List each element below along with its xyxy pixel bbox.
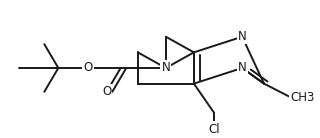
Text: O: O [102,85,111,98]
Text: N: N [238,30,246,43]
Text: Cl: Cl [208,123,220,136]
Text: N: N [238,62,246,75]
Text: CH3: CH3 [291,91,315,104]
Text: O: O [83,62,92,75]
Text: N: N [162,62,170,75]
